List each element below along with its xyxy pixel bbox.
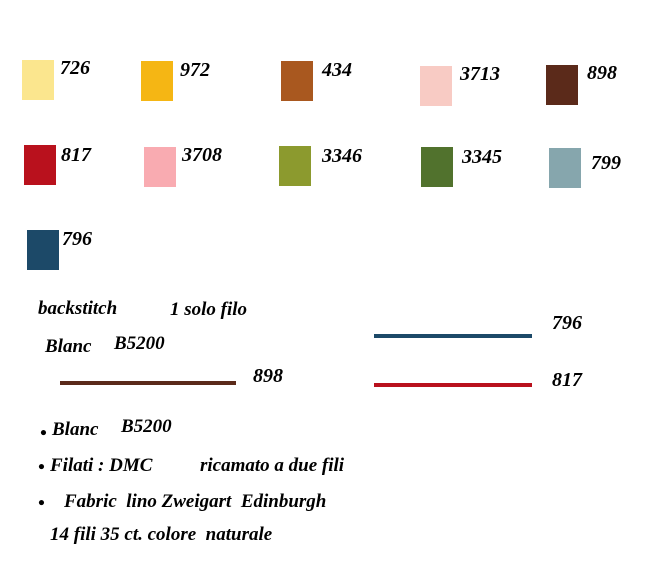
color-code: 898 xyxy=(587,62,617,84)
color-code: 799 xyxy=(591,152,621,174)
backstitch-code: 817 xyxy=(552,369,582,391)
bullet: • xyxy=(38,493,45,514)
backstitch-code: 898 xyxy=(253,365,283,387)
backstitch-line xyxy=(374,383,532,387)
color-swatch xyxy=(546,65,578,105)
color-swatch xyxy=(420,66,452,106)
brand-name: Blanc xyxy=(45,336,92,357)
color-swatch xyxy=(27,230,59,270)
color-swatch xyxy=(281,61,313,101)
note-text: B5200 xyxy=(121,416,172,437)
color-swatch xyxy=(144,147,176,187)
backstitch-line xyxy=(374,334,532,338)
color-code: 434 xyxy=(322,59,352,81)
color-swatch xyxy=(549,148,581,188)
color-code: 726 xyxy=(60,57,90,79)
backstitch-threads: 1 solo filo xyxy=(170,299,248,320)
note-text: Filati : DMC xyxy=(50,455,153,476)
backstitch-code: 796 xyxy=(552,312,582,334)
brand-code: B5200 xyxy=(114,333,165,354)
color-code: 3346 xyxy=(322,145,362,167)
color-code: 3708 xyxy=(182,144,222,166)
note-text: ricamato a due fili xyxy=(200,455,345,476)
note-text: Fabric lino Zweigart Edinburgh xyxy=(64,491,327,512)
note-text: 14 fili 35 ct. colore naturale xyxy=(50,524,273,545)
note-text: Blanc xyxy=(52,419,99,440)
backstitch-line xyxy=(60,381,236,385)
color-code: 972 xyxy=(180,59,210,81)
color-swatch xyxy=(421,147,453,187)
color-swatch xyxy=(24,145,56,185)
color-swatch xyxy=(141,61,173,101)
color-swatch xyxy=(22,60,54,100)
color-code: 796 xyxy=(62,228,92,250)
color-code: 817 xyxy=(61,144,91,166)
bullet: • xyxy=(40,423,47,444)
color-swatch xyxy=(279,146,311,186)
backstitch-title: backstitch xyxy=(38,298,118,319)
color-code: 3345 xyxy=(462,146,502,168)
color-code: 3713 xyxy=(460,63,500,85)
bullet: • xyxy=(38,457,45,478)
